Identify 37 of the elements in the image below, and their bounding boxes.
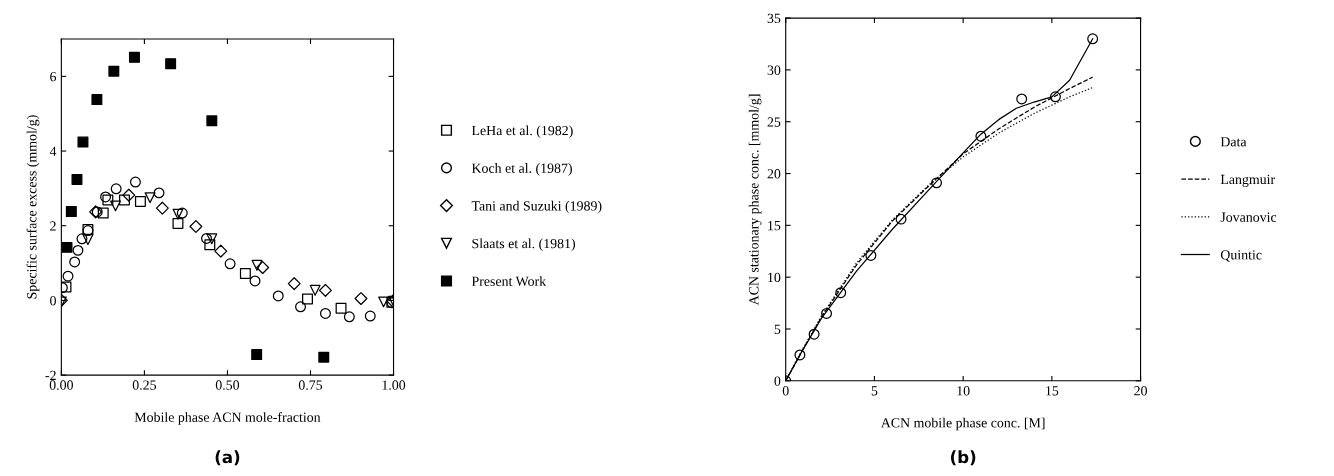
legend-label: Langmuir	[1220, 174, 1275, 187]
x-tick-label: 5	[871, 386, 878, 396]
legend-label: LeHa et al. (1982)	[471, 125, 573, 139]
legend-label: Data	[1220, 137, 1247, 147]
y-tick-label: 2	[50, 221, 56, 231]
legend-label: Quintic	[1220, 250, 1262, 262]
x-tick-label: 0	[782, 386, 789, 396]
text: (b)	[951, 450, 976, 466]
y-tick-label: 25	[767, 117, 781, 127]
x-tick-label: 0.00	[49, 380, 73, 390]
x-tick-label: 15	[1046, 386, 1059, 396]
x-tick-label: 1.00	[382, 380, 406, 390]
x-axis-title: ACN mobile phase conc. [M]	[880, 417, 1045, 431]
y-tick-label: 15	[768, 221, 781, 231]
x-tick-label: 0.25	[132, 380, 157, 390]
legend-label: Koch et al. (1987)	[471, 163, 572, 176]
x-axis-title: Mobile phase ACN mole-fraction	[134, 411, 321, 425]
x-tick-label: 0.50	[215, 380, 240, 390]
y-tick-label: 0	[50, 295, 56, 306]
y-tick-label: 6	[50, 71, 57, 82]
legend-label: Tani and Suzuki (1989)	[471, 200, 602, 214]
legend-label: Jovanovic	[1220, 212, 1277, 222]
legend-label: Present Work	[471, 276, 547, 287]
y-tick-label: -2	[45, 370, 56, 380]
x-tick-label: 0.75	[298, 380, 323, 390]
x-tick-label: 10	[957, 386, 970, 396]
y-tick-label: 10	[768, 272, 781, 283]
y-axis-title: ACN stationary phase conc. [mmol/g]	[748, 94, 762, 306]
y-axis-title: Specific surface excess (mmol/g)	[26, 115, 40, 299]
legend-label: Slaats et al. (1981)	[472, 238, 576, 252]
text: (a)	[215, 450, 240, 466]
y-tick-label: 20	[767, 169, 781, 179]
y-tick-label: 4	[49, 146, 57, 156]
y-tick-label: 5	[774, 324, 781, 334]
y-tick-label: 30	[767, 65, 781, 75]
x-tick-label: 20	[1134, 386, 1147, 396]
y-tick-label: 35	[767, 13, 781, 24]
